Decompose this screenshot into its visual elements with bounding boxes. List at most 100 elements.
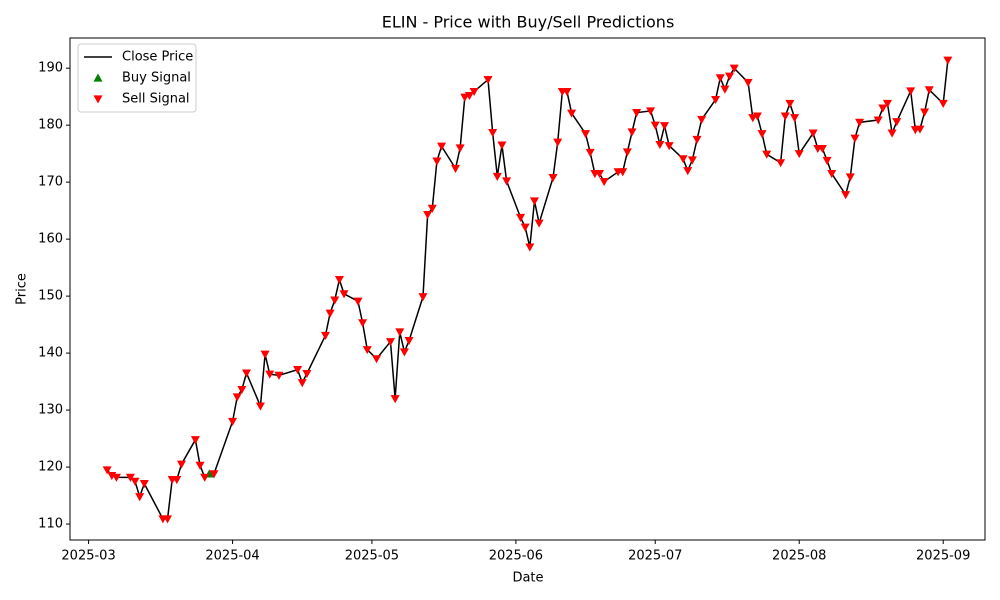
sell-marker <box>390 395 400 404</box>
sell-marker <box>697 115 707 124</box>
sell-marker <box>920 108 930 117</box>
y-tick-label: 150 <box>38 289 63 304</box>
sell-marker <box>808 129 818 138</box>
sell-marker <box>241 369 251 378</box>
sell-marker <box>102 466 112 475</box>
sell-marker <box>752 112 762 121</box>
sell-marker <box>943 56 953 65</box>
y-tick-label: 190 <box>38 61 63 76</box>
x-tick-label: 2025-06 <box>489 549 543 564</box>
sell-marker <box>632 109 642 118</box>
sell-marker <box>906 87 916 96</box>
sell-marker <box>469 87 479 97</box>
sell-marker <box>190 436 200 445</box>
sell-marker <box>827 170 837 179</box>
sell-marker <box>432 157 442 166</box>
sell-marker <box>534 219 544 228</box>
sell-marker <box>878 104 888 113</box>
legend-label: Buy Signal <box>122 71 191 86</box>
sell-marker <box>594 170 604 179</box>
y-tick-label: 180 <box>38 118 63 133</box>
y-tick-label: 170 <box>38 175 63 190</box>
sell-marker <box>399 348 409 357</box>
sell-marker <box>325 309 335 318</box>
sell-marker <box>794 150 804 159</box>
sell-marker <box>711 95 721 105</box>
sell-marker <box>882 99 892 109</box>
sell-marker <box>790 114 800 123</box>
sell-marker <box>163 515 173 524</box>
legend-box <box>77 43 197 113</box>
x-tick-label: 2025-03 <box>61 549 115 564</box>
sell-marker <box>915 125 925 134</box>
sell-marker <box>855 118 865 127</box>
sell-marker <box>548 174 558 183</box>
sell-marker <box>195 461 205 470</box>
plot-frame <box>69 37 986 541</box>
x-tick-label: 2025-08 <box>772 549 826 564</box>
sell-marker <box>492 172 502 181</box>
sell-marker <box>520 223 530 232</box>
sell-marker <box>464 91 474 101</box>
sell-marker <box>451 164 461 173</box>
sell-marker <box>488 128 498 138</box>
sell-marker <box>660 122 670 131</box>
sell-marker <box>372 355 382 364</box>
y-axis-label: Price <box>15 273 30 305</box>
sell-marker <box>209 470 219 479</box>
sell-marker <box>130 477 140 486</box>
sell-marker <box>715 74 725 83</box>
sell-marker <box>683 167 693 176</box>
sell-marker <box>232 393 242 402</box>
sell-marker <box>334 275 344 285</box>
sell-marker <box>646 107 656 116</box>
y-tick-label: 140 <box>38 346 63 361</box>
sell-marker <box>599 177 609 187</box>
sell-marker <box>427 204 437 213</box>
sell-marker <box>678 155 688 164</box>
y-tick-label: 110 <box>38 517 63 532</box>
sell-marker <box>395 328 405 337</box>
sell-marker <box>228 417 238 426</box>
sell-marker <box>330 296 340 305</box>
sell-marker <box>497 141 507 150</box>
sell-marker <box>265 370 275 379</box>
sell-marker <box>887 129 897 138</box>
sell-marker <box>692 135 702 144</box>
sell-marker <box>483 75 493 85</box>
sell-marker <box>845 173 855 182</box>
sell-marker <box>172 476 182 485</box>
sell-marker <box>125 473 135 482</box>
sell-marker <box>404 336 414 346</box>
sell-marker <box>353 297 363 306</box>
sell-marker <box>320 331 330 340</box>
sell-marker <box>111 473 121 482</box>
sell-marker <box>529 197 539 206</box>
sell-marker <box>516 213 526 222</box>
x-tick-label: 2025-07 <box>628 549 682 564</box>
sell-marker <box>502 177 512 186</box>
legend-label: Close Price <box>122 50 193 65</box>
sell-marker <box>553 138 563 147</box>
sell-marker <box>581 130 591 139</box>
sell-marker <box>176 460 186 469</box>
sell-marker <box>437 142 447 151</box>
sell-marker <box>358 319 368 328</box>
sell-marker <box>924 86 934 95</box>
sell-marker <box>725 72 735 81</box>
sell-marker <box>562 87 572 97</box>
sell-marker <box>873 116 883 125</box>
sell-marker <box>817 144 827 154</box>
sell-marker <box>720 85 730 94</box>
sell-marker <box>525 243 535 252</box>
sell-marker <box>362 346 372 355</box>
legend-swatch <box>93 95 103 104</box>
sell-marker <box>785 99 795 109</box>
sell-marker <box>274 371 284 380</box>
sell-marker <box>255 402 265 411</box>
sell-marker <box>418 293 428 302</box>
sell-marker <box>664 142 674 151</box>
y-tick-label: 120 <box>38 460 63 475</box>
x-tick-label: 2025-05 <box>345 549 399 564</box>
